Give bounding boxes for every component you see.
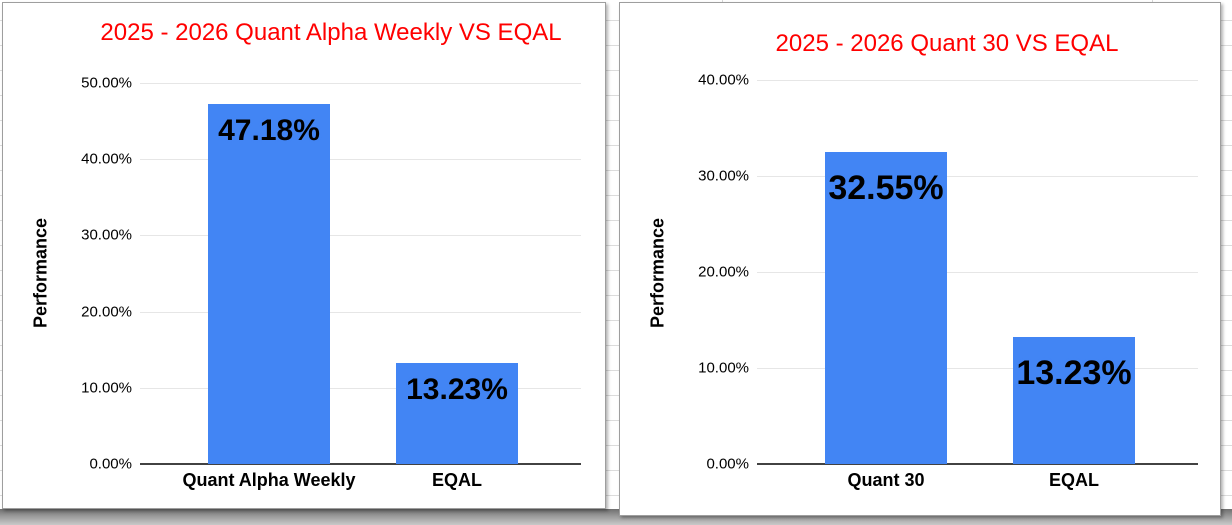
chart-panel-quant-30[interactable]: 2025 - 2026 Quant 30 VS EQAL Performance… xyxy=(619,2,1221,516)
bar-value-label: 13.23% xyxy=(406,373,508,407)
x-category-label: Quant 30 xyxy=(847,470,925,490)
y-tick-label: 50.00% xyxy=(81,74,132,92)
gridline xyxy=(757,80,1198,81)
gridline xyxy=(140,387,581,389)
plot-area: 50.00% 40.00% 30.00% 20.00% 10.00% 0.00% 47.18… xyxy=(3,3,605,508)
y-tick-label: 40.00% xyxy=(698,71,749,89)
x-category-label: EQAL xyxy=(1048,470,1100,490)
bar-eqal xyxy=(1013,336,1135,464)
gridline xyxy=(140,83,581,84)
gridline xyxy=(140,159,581,161)
gridline xyxy=(757,176,1198,177)
bar-quant-30 xyxy=(825,151,947,464)
chart-title: 2025 - 2026 Quant 30 VS EQAL xyxy=(775,30,1119,57)
x-category-label: Quant Alpha Weekly xyxy=(182,470,356,490)
chart-title: 2025 - 2026 Quant Alpha Weekly VS EQAL xyxy=(100,19,562,46)
y-tick-label: 30.00% xyxy=(698,167,749,185)
bar-value-label: 32.55% xyxy=(828,168,944,207)
y-tick-label: 0.00% xyxy=(706,455,749,473)
bar-value-label: 47.18% xyxy=(218,114,320,148)
y-tick-label: 40.00% xyxy=(81,150,132,168)
gridline xyxy=(757,368,1198,369)
plot-area: 40.00% 30.00% 20.00% 10.00% 0.00% 32.55% Quant… xyxy=(620,3,1220,515)
gridline xyxy=(140,235,581,237)
bar-eqal xyxy=(396,363,518,464)
y-tick-label: 10.00% xyxy=(81,379,132,397)
x-axis-line xyxy=(757,463,1198,465)
x-axis-line xyxy=(140,463,581,465)
y-tick-label: 20.00% xyxy=(698,263,749,281)
y-tick-label: 10.00% xyxy=(698,359,749,377)
y-tick-label: 30.00% xyxy=(81,226,132,244)
y-tick-label: 20.00% xyxy=(81,303,132,321)
bar-value-label: 13.23% xyxy=(1016,353,1132,392)
gridline xyxy=(757,272,1198,273)
chart-panel-quant-alpha-weekly[interactable]: 2025 - 2026 Quant Alpha Weekly VS EQAL P… xyxy=(2,2,606,509)
y-tick-label: 0.00% xyxy=(89,455,132,473)
bar-quant-alpha-weekly xyxy=(208,104,330,464)
x-category-label: EQAL xyxy=(431,470,483,490)
gridline xyxy=(140,311,581,313)
